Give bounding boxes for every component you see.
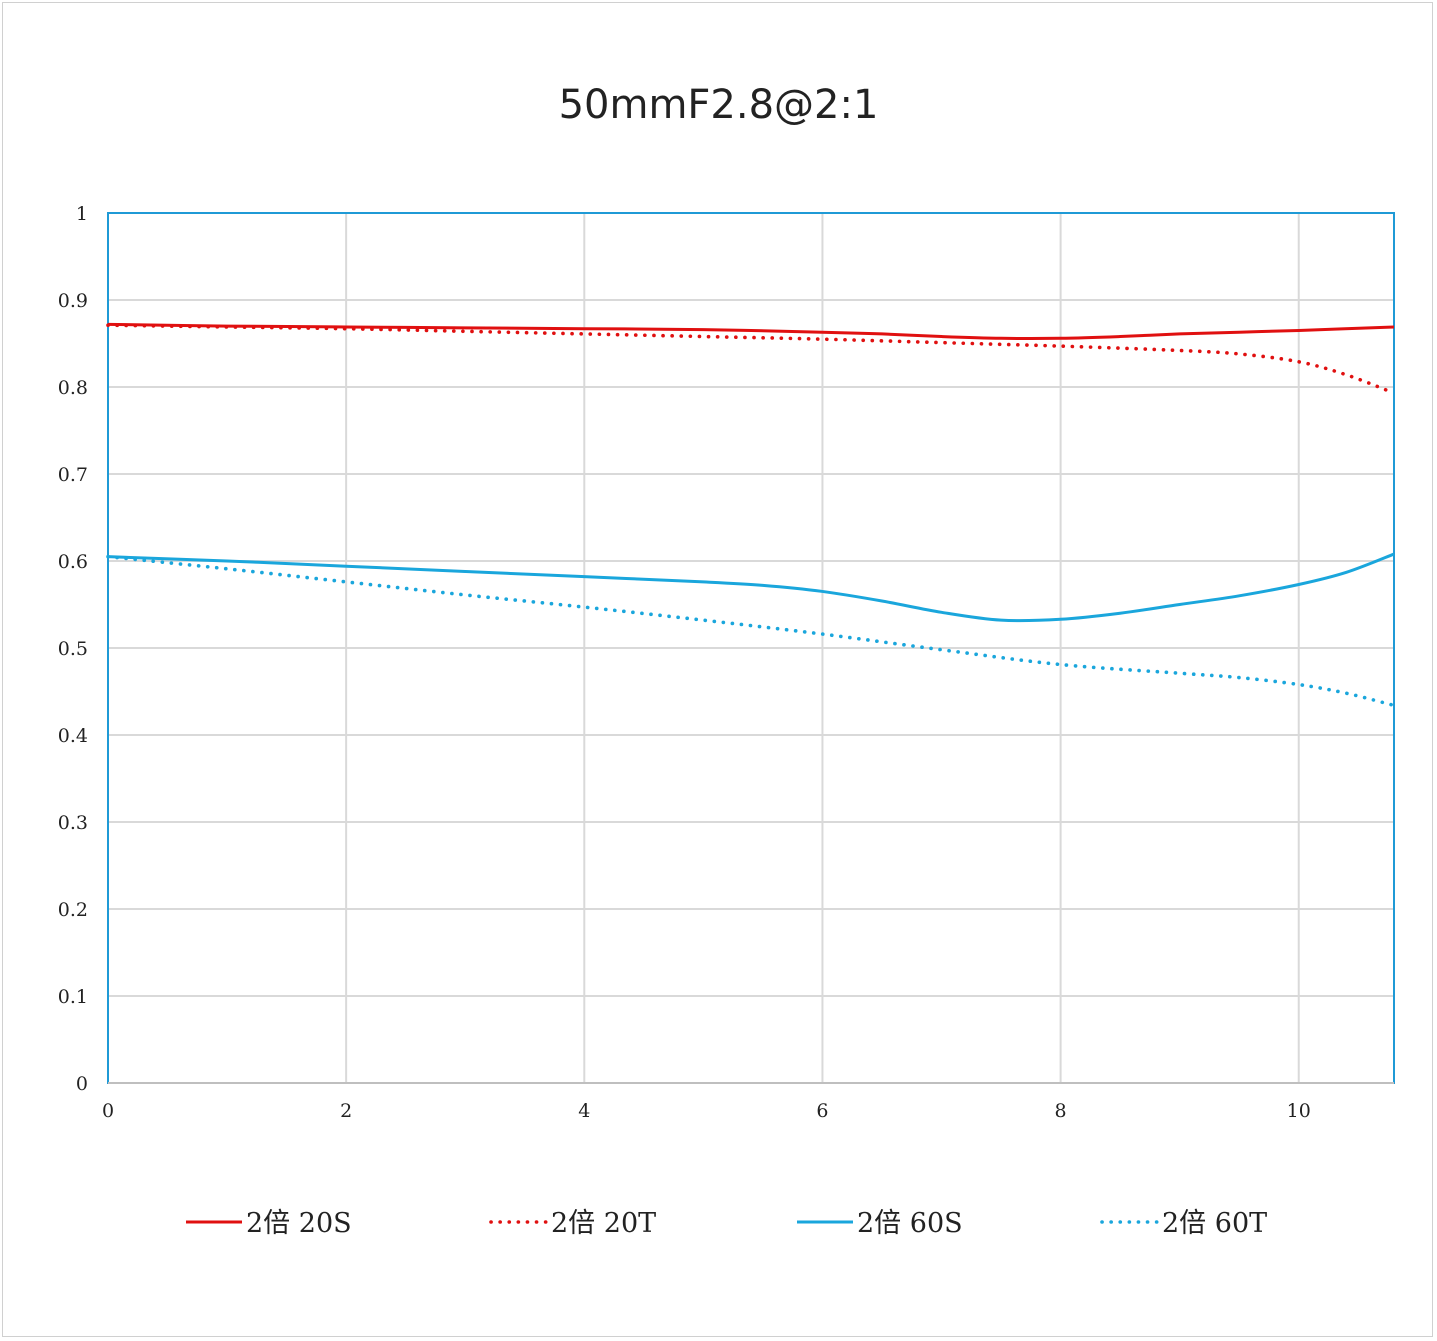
x-tick-label: 8 <box>1055 1100 1067 1122</box>
legend: 2倍 20S 2倍 20T 2倍 60S 2倍 60T <box>186 1208 1267 1239</box>
series-lines <box>106 322 1396 708</box>
legend-label: 2倍 60T <box>1162 1208 1267 1239</box>
legend-label: 2倍 20T <box>551 1208 656 1239</box>
y-tick-label: 0.4 <box>58 725 88 747</box>
y-tick-label: 0.2 <box>58 899 88 921</box>
axes <box>107 212 1395 1084</box>
y-tick-label: 0.3 <box>58 812 88 834</box>
y-tick-label: 0.7 <box>58 464 88 486</box>
legend-label: 2倍 20S <box>246 1208 352 1239</box>
y-tick-label: 0.1 <box>58 986 88 1008</box>
y-tick-label: 1 <box>76 203 88 225</box>
y-tick-label: 0.6 <box>58 551 88 573</box>
series-line-0 <box>107 322 1395 340</box>
series-line-2 <box>107 552 1395 623</box>
legend-label: 2倍 60S <box>857 1208 963 1239</box>
x-tick-label: 10 <box>1287 1100 1311 1122</box>
y-tick-label: 0.5 <box>58 638 88 660</box>
y-tick-label: 0 <box>76 1073 88 1095</box>
y-tick-label: 0.9 <box>58 290 88 312</box>
x-tick-label: 2 <box>340 1100 352 1122</box>
series-line-1 <box>106 323 1396 395</box>
tick-labels: 00.10.20.30.40.50.60.70.80.910 2 4 6 8 10 <box>58 203 1311 1122</box>
chart-title: 50mmF2.8@2:1 <box>558 82 879 128</box>
grid-lines <box>108 212 1394 1084</box>
x-tick-label: 6 <box>816 1100 828 1122</box>
x-tick-label: 4 <box>578 1100 590 1122</box>
y-tick-label: 0.8 <box>58 377 88 399</box>
series-line-3 <box>106 554 1396 708</box>
x-tick-label: 0 <box>102 1100 114 1122</box>
